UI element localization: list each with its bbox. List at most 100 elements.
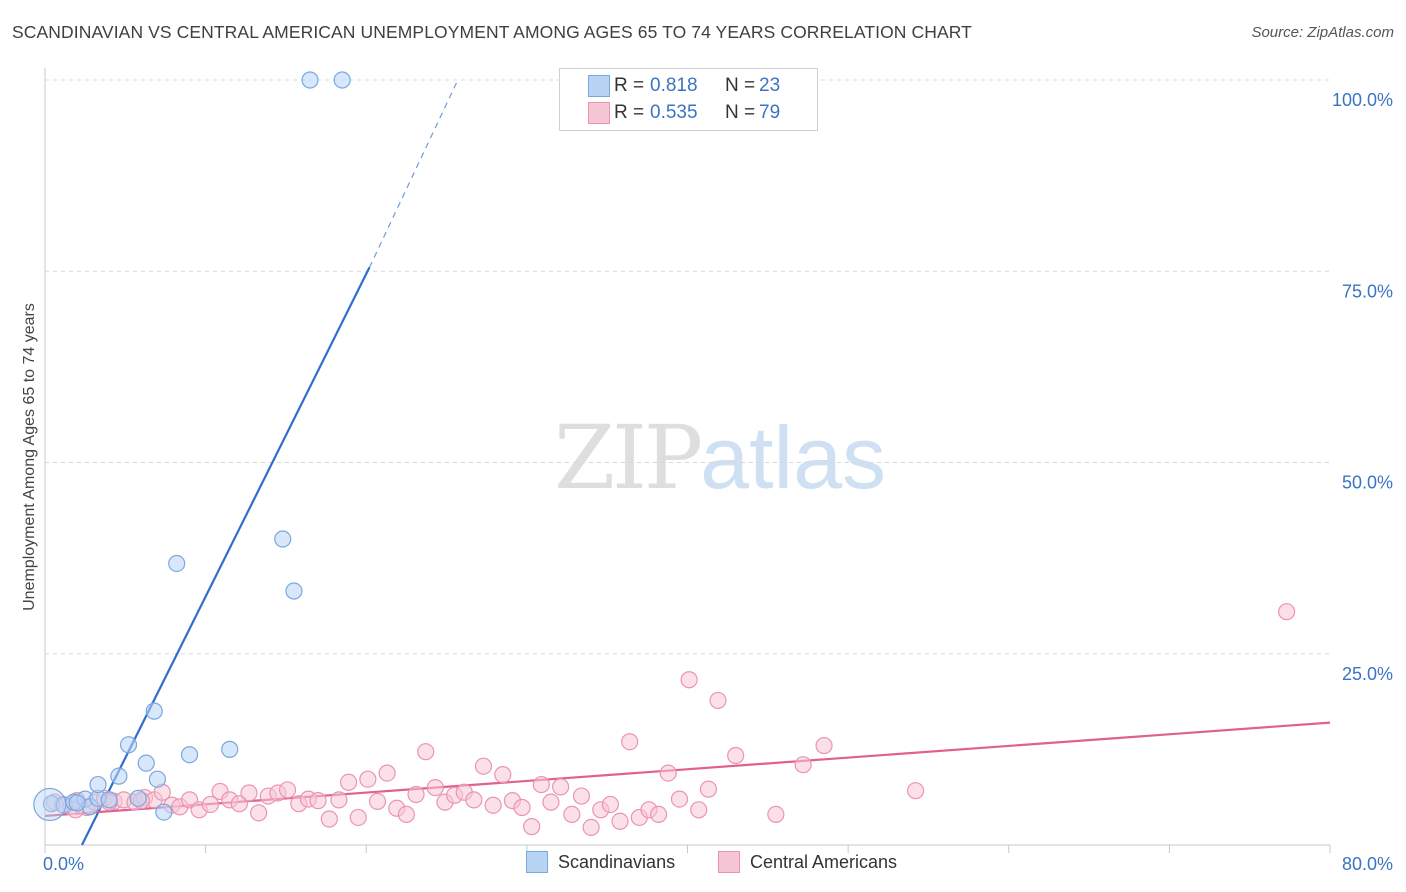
data-point xyxy=(168,554,186,573)
data-point xyxy=(794,756,812,774)
data-point xyxy=(250,804,268,822)
data-point xyxy=(601,795,620,814)
data-point xyxy=(680,671,698,689)
data-point xyxy=(368,792,387,810)
data-point xyxy=(359,770,377,788)
x-tick-label: 0.0% xyxy=(43,854,84,874)
data-point xyxy=(137,754,155,772)
data-point xyxy=(68,794,86,812)
series-legend: Scandinavians Central Americans xyxy=(0,851,1406,877)
data-point xyxy=(145,702,163,720)
watermark-atlas: atlas xyxy=(700,408,887,507)
swatch-blue xyxy=(588,75,610,97)
data-point xyxy=(333,71,351,89)
data-point xyxy=(100,791,118,809)
data-point xyxy=(301,71,319,89)
legend-item-central-americans[interactable]: Central Americans xyxy=(718,851,897,873)
chart-title: SCANDINAVIAN VS CENTRAL AMERICAN UNEMPLO… xyxy=(12,22,972,42)
data-point xyxy=(474,757,493,775)
trend-line-scandinavians-extension xyxy=(368,79,459,268)
points-central-americans xyxy=(46,603,1296,837)
stats-legend: R = 0.818 N = 23 R = 0.535 N = 79 xyxy=(559,68,818,131)
data-point xyxy=(110,767,128,785)
data-point xyxy=(378,764,396,782)
data-point xyxy=(33,787,67,822)
n-value: 23 xyxy=(759,75,781,96)
data-point xyxy=(274,530,292,548)
data-point xyxy=(552,778,570,796)
data-point xyxy=(659,764,677,782)
swatch-pink xyxy=(588,102,610,124)
data-point xyxy=(230,795,248,813)
y-tick-label: 75.0% xyxy=(1342,281,1393,301)
data-point xyxy=(148,770,167,788)
data-point xyxy=(563,805,581,824)
data-point xyxy=(709,691,727,710)
swatch-pink xyxy=(718,851,740,873)
points-scandinavians xyxy=(33,71,351,822)
data-point xyxy=(621,733,639,751)
n-label: N = xyxy=(725,75,756,96)
data-point xyxy=(201,795,220,814)
data-point xyxy=(221,740,239,758)
data-point xyxy=(727,746,745,765)
data-point xyxy=(330,791,348,809)
legend-label: Scandinavians xyxy=(558,851,676,872)
stats-row-scandinavians: R = 0.818 N = 23 xyxy=(588,74,781,98)
data-point xyxy=(542,793,560,811)
data-point xyxy=(407,785,425,804)
legend-item-scandinavians[interactable]: Scandinavians xyxy=(526,851,675,873)
data-point xyxy=(494,766,512,784)
data-point xyxy=(320,810,338,828)
data-point xyxy=(815,736,833,755)
axes xyxy=(44,68,1331,853)
trend-line-scandinavians xyxy=(80,266,371,846)
data-point xyxy=(417,743,435,761)
n-value: 79 xyxy=(759,102,781,123)
data-point xyxy=(523,818,541,836)
swatch-blue xyxy=(526,851,548,873)
data-point xyxy=(129,789,147,807)
r-value: 0.818 xyxy=(650,75,698,96)
grid-lines xyxy=(45,79,1330,655)
r-value: 0.535 xyxy=(650,102,698,123)
data-point xyxy=(397,805,416,824)
data-point xyxy=(906,782,925,800)
trend-line-central-americans xyxy=(44,721,1331,818)
data-point xyxy=(119,736,138,754)
data-point xyxy=(278,781,297,799)
data-point xyxy=(180,746,199,764)
data-point xyxy=(240,784,258,802)
data-point xyxy=(513,798,531,817)
data-point xyxy=(465,791,483,809)
data-point xyxy=(699,780,717,798)
data-point xyxy=(426,779,444,797)
data-point xyxy=(582,818,600,837)
data-point xyxy=(285,582,303,600)
y-tick-label: 25.0% xyxy=(1342,664,1393,684)
data-point xyxy=(670,790,689,808)
data-point xyxy=(349,808,367,827)
watermark: ZIPatlas xyxy=(554,406,886,509)
data-point xyxy=(309,792,327,810)
data-point xyxy=(89,775,107,794)
y-tick-label: 100.0% xyxy=(1332,90,1393,110)
r-label: R = xyxy=(614,102,645,123)
tick-labels: 25.0% 50.0% 75.0% 100.0% 0.0% 80.0% xyxy=(43,90,1393,874)
data-point xyxy=(1278,603,1296,621)
data-point xyxy=(767,805,785,824)
source-label: Source: ZipAtlas.com xyxy=(1251,24,1394,41)
watermark-zip: ZIP xyxy=(554,406,703,509)
data-point xyxy=(690,801,708,819)
data-point xyxy=(572,787,591,805)
n-label: N = xyxy=(725,102,756,123)
y-tick-label: 50.0% xyxy=(1342,473,1393,493)
data-point xyxy=(649,805,668,824)
r-label: R = xyxy=(614,75,645,96)
data-point xyxy=(339,773,358,791)
data-point xyxy=(155,803,173,821)
data-point xyxy=(532,775,550,794)
data-point xyxy=(611,812,629,830)
x-tick-label: 80.0% xyxy=(1342,854,1393,874)
